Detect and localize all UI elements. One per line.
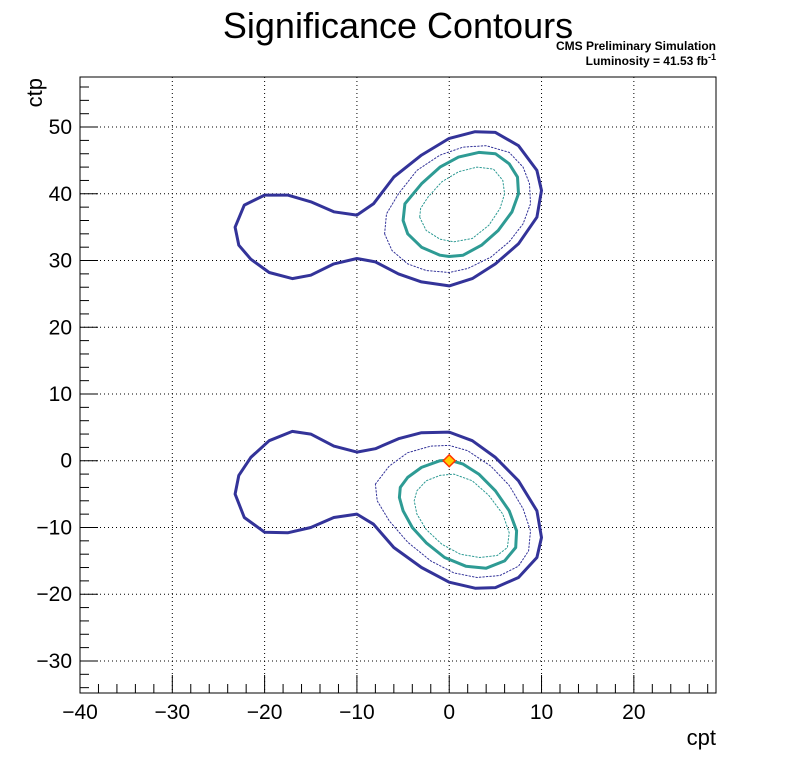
contour-outer-solid-lower xyxy=(233,429,543,590)
y-tick-label: 30 xyxy=(49,250,72,273)
y-tick-label: 10 xyxy=(49,383,72,406)
contour-layer xyxy=(233,130,543,590)
contour-inner-solid-upper xyxy=(401,150,520,258)
contour-inner-dotted-upper xyxy=(419,166,506,243)
x-tick-label: −10 xyxy=(339,701,375,724)
marker-layer xyxy=(442,453,457,468)
grid-layer xyxy=(80,77,716,693)
marker-sm-point xyxy=(442,453,457,468)
contour-outer-dotted-lower xyxy=(374,444,531,578)
plot-frame xyxy=(79,76,717,694)
x-axis-title: cpt xyxy=(687,725,716,750)
contour-outer-solid-upper xyxy=(233,130,543,288)
contour-inner-dotted-lower xyxy=(413,473,510,558)
annotation-cms-preliminary: CMS Preliminary Simulation xyxy=(556,39,716,53)
y-tick-label: −30 xyxy=(36,650,72,673)
x-tick-label: −40 xyxy=(62,701,98,724)
x-tick-label: −20 xyxy=(247,701,283,724)
annotation-luminosity-exponent: -1 xyxy=(708,52,716,62)
chart-title: Significance Contours xyxy=(223,5,573,46)
annotation-luminosity-text: Luminosity = 41.53 fb xyxy=(586,54,708,68)
y-tick-label: 40 xyxy=(49,183,72,206)
x-tick-label: 0 xyxy=(443,701,455,724)
x-tick-label: 20 xyxy=(622,701,645,724)
y-tick-label: −10 xyxy=(36,516,72,539)
contour-outer-dotted-upper xyxy=(384,145,531,273)
contour-inner-solid-lower xyxy=(397,458,519,570)
axis-layer: −40 −30 −20 −10 0 10 20 −30 −20 −10 0 10 20 30 40 50 xyxy=(36,76,717,724)
y-tick-label: −20 xyxy=(36,583,72,606)
y-tick-label: 50 xyxy=(49,116,72,139)
x-tick-label: −30 xyxy=(154,701,190,724)
y-tick-label: 20 xyxy=(49,316,72,339)
x-tick-label: 10 xyxy=(530,701,553,724)
annotation-luminosity: Luminosity = 41.53 fb-1 xyxy=(586,52,716,68)
y-tick-label: 0 xyxy=(60,450,72,473)
y-axis-title: ctp xyxy=(22,78,47,107)
